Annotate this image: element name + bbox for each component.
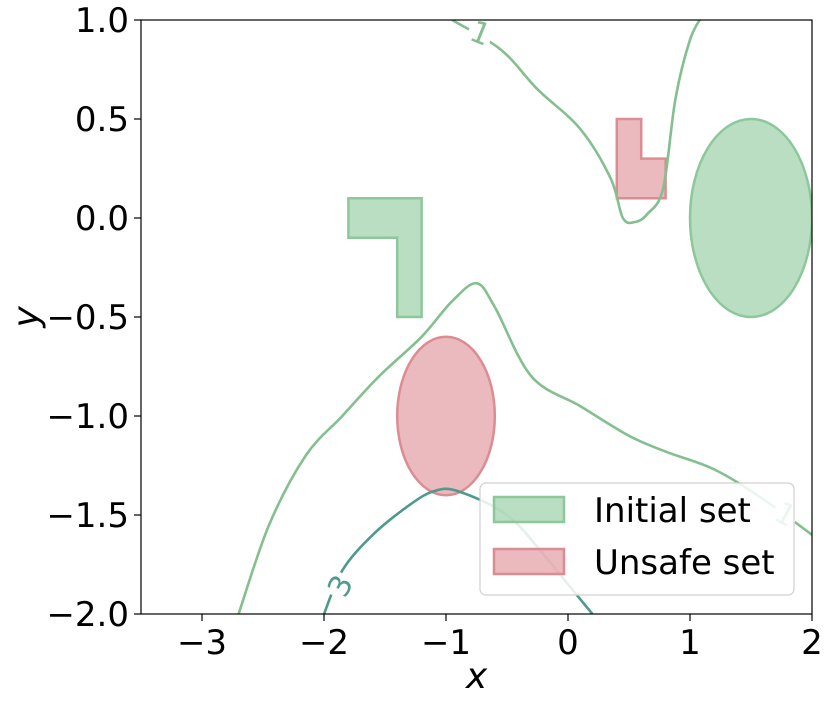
y-tick-label: −1.5 (46, 496, 129, 536)
unsafe-set-ellipse-3 (395, 335, 497, 497)
legend-swatch-unsafe-set (492, 547, 566, 576)
y-tick-label: −2.0 (46, 595, 129, 635)
y-tick-label: 0.0 (75, 199, 129, 239)
y-tick-label: 0.5 (75, 100, 129, 140)
x-tick-label: 0 (557, 623, 579, 663)
x-tick-label: −1 (421, 623, 471, 663)
y-axis-label: y (6, 306, 47, 329)
legend-label-initial-set: Initial set (594, 491, 751, 531)
contour-level-1-line-0 (451, 20, 702, 225)
initial-set-ellipse-1 (688, 117, 812, 319)
x-tick-label: −2 (299, 623, 349, 663)
contour-label-gap-0 (463, 20, 498, 54)
unsafe-set-polygon-2 (615, 117, 667, 200)
y-tick-label: −1.0 (46, 397, 129, 437)
legend: Initial set Unsafe set (479, 482, 795, 596)
x-tick-label: 1 (679, 623, 701, 663)
x-tick-label: 2 (801, 623, 823, 663)
contour-level-1-line-1 (237, 281, 812, 614)
legend-label-unsafe-set: Unsafe set (594, 543, 775, 583)
initial-set-polygon-0 (347, 196, 423, 319)
y-axis: 1.0 0.5 0.0 −0.5 −1.0 −1.5 −2.0 (46, 1, 141, 635)
x-axis-label: x (465, 656, 488, 697)
x-tick-label: −3 (177, 623, 227, 663)
x-axis: −3 −2 −1 0 1 2 (177, 614, 823, 663)
contour-label-gap-2 (321, 568, 361, 605)
regions-layer (347, 117, 812, 497)
legend-swatch-initial-set (492, 495, 566, 524)
y-tick-label: 1.0 (75, 1, 129, 41)
y-tick-label: −0.5 (46, 298, 129, 338)
